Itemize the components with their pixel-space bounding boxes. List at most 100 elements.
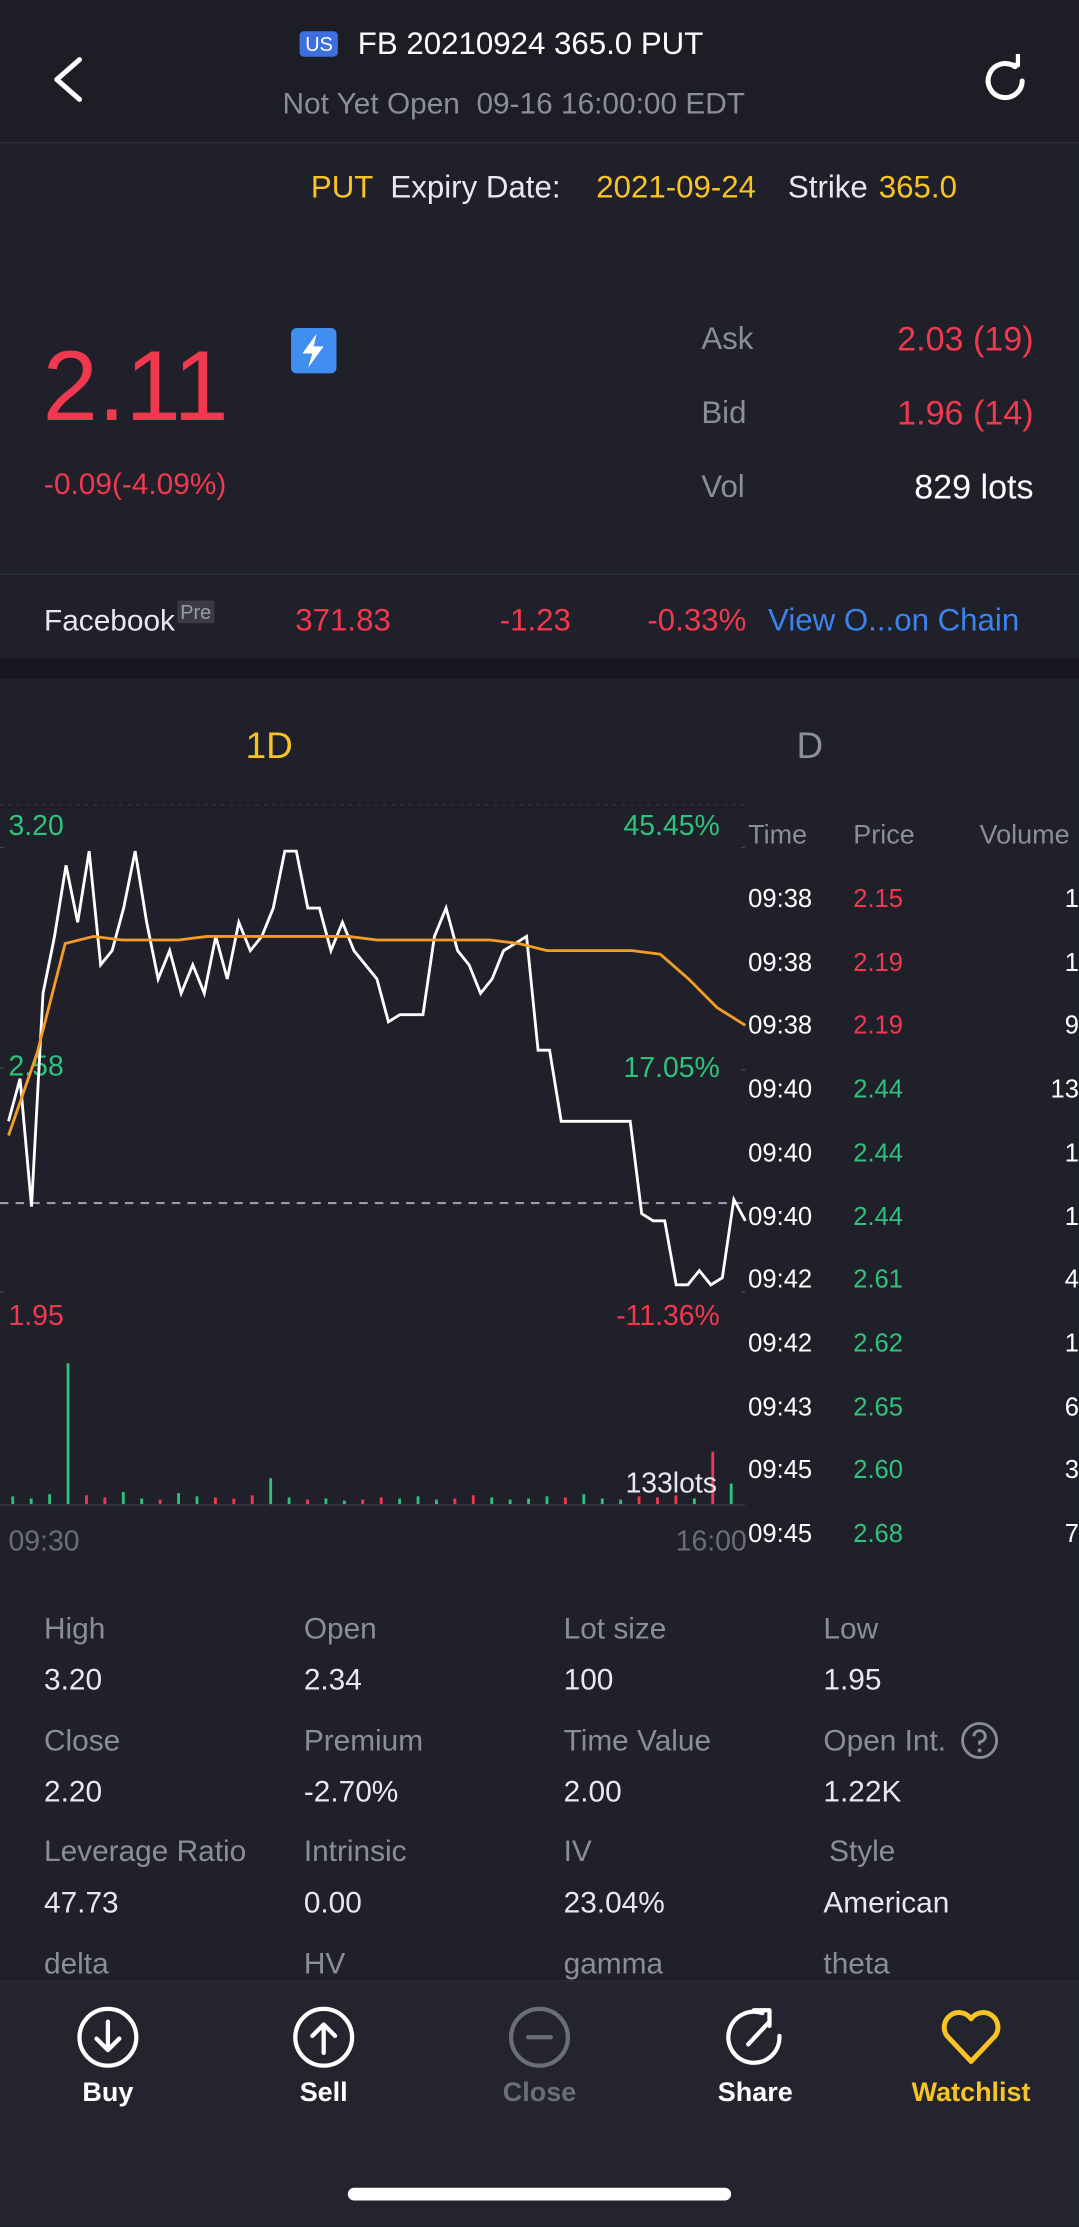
volume-bar: [48, 1494, 52, 1505]
stat-label: Open: [303, 1612, 377, 1646]
volume-bar: [582, 1494, 586, 1505]
volume-bar: [103, 1497, 107, 1505]
buy-icon: [77, 2006, 139, 2068]
trade-volume: 13: [1050, 1074, 1079, 1104]
volume-bar: [471, 1495, 475, 1505]
pre-tag: Pre: [177, 600, 215, 624]
trade-time: 09:40: [748, 1201, 813, 1231]
y-tick-label: 3.20: [9, 810, 64, 842]
stat-value: 0.00: [303, 1886, 362, 1920]
status: Not Yet Open 09-16 16:00:00 EDT: [282, 88, 745, 121]
trade-header: Time: [748, 820, 808, 851]
volume-bar: [674, 1495, 678, 1505]
stat-value: 1.95: [823, 1663, 882, 1697]
share-button[interactable]: Share: [670, 2005, 840, 2110]
stat-label: delta: [44, 1947, 109, 1980]
trade-time: 09:40: [748, 1074, 813, 1104]
volume-bar: [177, 1493, 180, 1505]
stat-label: Open Int.: [823, 1724, 947, 1757]
trade-price: 2.44: [853, 1138, 903, 1167]
trade-time: 09:45: [748, 1519, 813, 1548]
bottom-bar: [0, 1980, 1079, 2227]
trade-price: 2.61: [853, 1265, 903, 1294]
stat-label: Style: [829, 1835, 896, 1869]
option-type: PUT: [310, 168, 374, 205]
price-line: [7, 934, 747, 1136]
refresh-button[interactable]: [980, 53, 1034, 108]
sell-button[interactable]: Sell: [239, 2005, 409, 2110]
stat-value: American: [823, 1886, 950, 1920]
underlying-price: 371.83: [295, 601, 391, 638]
volume-bar: [324, 1498, 328, 1505]
volume-bar: [195, 1496, 199, 1505]
trade-volume: 4: [1064, 1265, 1079, 1294]
volume-bar: [85, 1495, 88, 1505]
header: [0, 0, 1079, 144]
help-icon[interactable]: [960, 1721, 1000, 1761]
back-button[interactable]: [48, 54, 91, 105]
volume-bar: [435, 1499, 438, 1505]
sell-label: Sell: [299, 2078, 348, 2109]
volume-bar: [637, 1496, 641, 1505]
home-indicator: [347, 2187, 732, 2201]
stat-value: 47.73: [44, 1886, 119, 1920]
volume-bar: [287, 1497, 291, 1505]
trade-price: 2.19: [853, 947, 903, 977]
y2-tick-label: 17.05%: [624, 1052, 720, 1084]
trade-volume: 6: [1064, 1392, 1079, 1421]
trade-header: Volume: [979, 820, 1070, 851]
stat-label: Intrinsic: [303, 1835, 407, 1869]
trade-time: 09:42: [748, 1265, 813, 1294]
underlying-change: -1.23: [499, 601, 571, 638]
volume-bar: [508, 1499, 512, 1505]
stat-label: High: [44, 1612, 106, 1646]
volume-bar: [600, 1498, 604, 1505]
share-icon: [726, 2008, 782, 2065]
watchlist-icon: [941, 2010, 1001, 2064]
share-label: Share: [717, 2078, 793, 2109]
volume-bar: [416, 1496, 420, 1505]
volume-bar: [306, 1499, 309, 1505]
strike: 365.0: [878, 168, 957, 205]
stat-value: 3.20: [44, 1663, 103, 1697]
option-chain-link[interactable]: View O...on Chain: [768, 601, 1020, 638]
stat-label: HV: [303, 1947, 346, 1980]
volume-bar: [453, 1498, 457, 1505]
buy-label: Buy: [82, 2078, 134, 2109]
stat-value: 2.34: [303, 1663, 362, 1697]
trade-price: 2.62: [853, 1328, 903, 1358]
stat-value: 100: [563, 1663, 614, 1697]
close-button[interactable]: Close: [454, 2005, 624, 2110]
y-tick-label: 1.95: [9, 1300, 64, 1332]
watchlist-button[interactable]: Watchlist: [886, 2005, 1056, 2110]
trade-volume: 1: [1064, 1328, 1079, 1358]
stat-label: Low: [823, 1612, 879, 1646]
volume-bar: [490, 1497, 494, 1505]
tab-d[interactable]: D: [796, 724, 824, 767]
lightning-icon: [291, 327, 337, 374]
stat-label: Leverage Ratio: [44, 1835, 247, 1869]
tab-1d[interactable]: 1D: [245, 724, 293, 767]
trade-time: 09:40: [748, 1138, 813, 1167]
trade-price: 2.68: [853, 1519, 903, 1548]
expiry-label: Expiry Date:: [390, 168, 561, 205]
close-label: Close: [502, 2078, 577, 2109]
ask: 2.03 (19): [897, 320, 1034, 360]
stat-label: Premium: [303, 1724, 424, 1757]
stat-label: Close: [44, 1724, 121, 1757]
volume-bar: [656, 1497, 659, 1505]
buy-button[interactable]: Buy: [23, 2005, 193, 2110]
volume-bar: [379, 1497, 383, 1505]
trade-volume: 7: [1064, 1519, 1079, 1548]
trade-volume: 1: [1064, 1138, 1079, 1167]
trade-time: 09:45: [748, 1455, 813, 1485]
expiry-date: 2021-09-24: [596, 168, 757, 205]
volume-bar: [250, 1495, 254, 1505]
sell-icon: [293, 2006, 355, 2068]
stat-value: 2.00: [563, 1775, 622, 1808]
volume-bar: [527, 1498, 530, 1505]
market-badge: US: [299, 31, 339, 57]
